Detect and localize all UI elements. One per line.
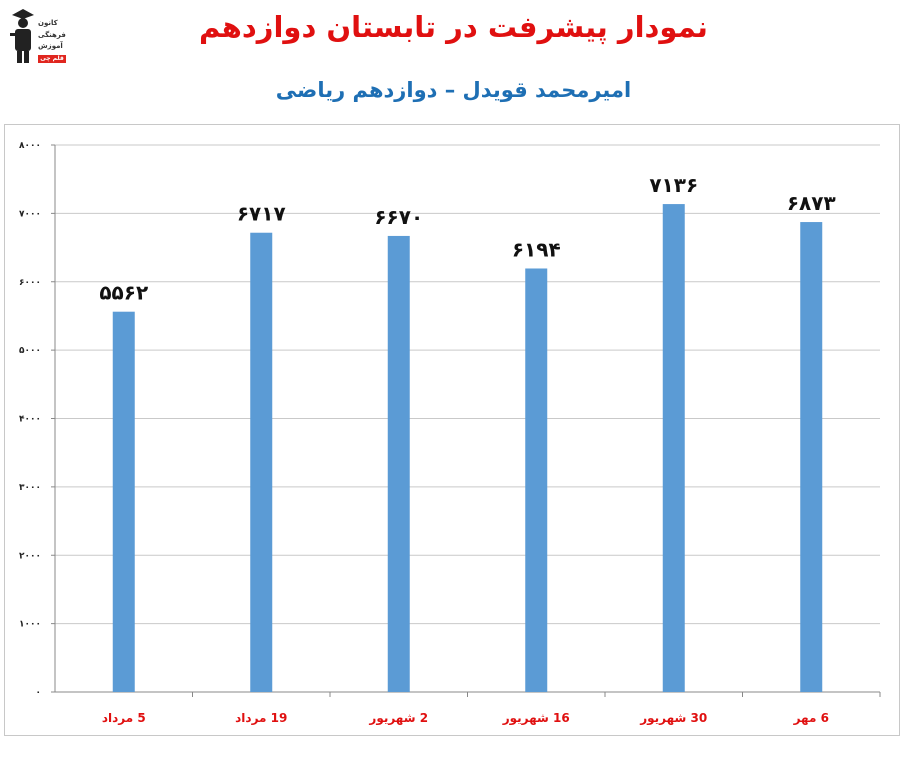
- bar: [800, 222, 823, 692]
- x-category-label: 19 مرداد: [235, 711, 287, 725]
- y-tick-label: ۰: [36, 688, 42, 698]
- logo-line-1: کانون: [38, 19, 58, 27]
- y-tick-label: ۷۰۰۰: [19, 209, 41, 219]
- x-category-label: 16 شهریور: [502, 711, 570, 726]
- logo-icon: کانون فرهنگی آموزش قلم چی: [8, 5, 68, 63]
- y-tick-label: ۲۰۰۰: [19, 551, 41, 561]
- bar: [112, 311, 135, 692]
- x-category-label: 5 مرداد: [102, 711, 146, 725]
- bar-value-label: ۶۱۹۴: [512, 237, 561, 261]
- y-tick-label: ۸۰۰۰: [19, 141, 41, 151]
- y-tick-label: ۴۰۰۰: [19, 415, 41, 425]
- page-subtitle: امیرمحمد قویدل – دوازدهم ریاضی: [275, 78, 632, 102]
- bar: [387, 235, 410, 692]
- bar: [250, 232, 273, 692]
- y-tick-label: ۵۰۰۰: [19, 346, 41, 356]
- bar: [525, 268, 548, 692]
- logo-badge: قلم چی: [38, 55, 66, 63]
- chart-frame: [4, 124, 900, 736]
- y-tick-label: ۱۰۰۰: [19, 620, 41, 630]
- bar-value-label: ۶۷۱۷: [237, 202, 286, 226]
- logo-line-2: فرهنگی: [38, 31, 66, 39]
- logo-line-3: آموزش: [38, 42, 63, 50]
- bar-value-label: ۶۸۷۳: [787, 191, 836, 215]
- page-title: نمودار پیشرفت در تابستان دوازدهم: [199, 10, 708, 44]
- bar-value-label: ۶۶۷۰: [374, 205, 423, 229]
- y-tick-label: ۶۰۰۰: [19, 278, 41, 288]
- graduate-figure-icon: [10, 9, 34, 63]
- bar-value-label: ۷۱۳۶: [649, 173, 698, 197]
- bar-value-label: ۵۵۶۲: [99, 281, 148, 305]
- y-tick-label: ۳۰۰۰: [19, 483, 41, 493]
- x-category-label: 2 شهریور: [368, 711, 428, 726]
- x-category-label: 30 شهریور: [639, 711, 707, 726]
- x-category-label: 6 مهر: [793, 711, 829, 725]
- bar: [662, 204, 685, 693]
